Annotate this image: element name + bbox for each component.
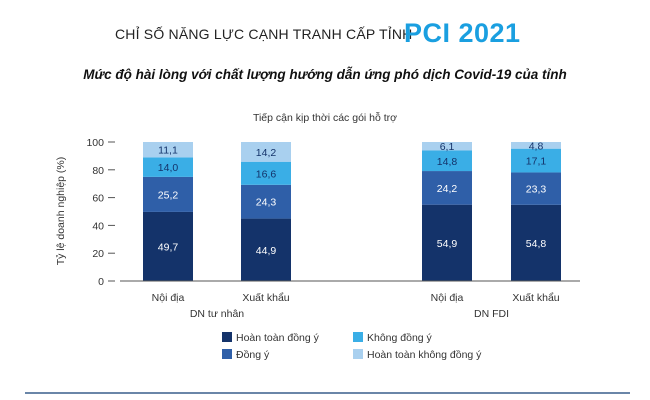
x-tick-label: Nội địa bbox=[152, 292, 185, 304]
legend-label: Hoàn toàn đồng ý bbox=[236, 332, 320, 344]
bar-segment bbox=[143, 176, 193, 212]
group-label: DN tư nhân bbox=[190, 308, 244, 320]
bar-segment bbox=[511, 142, 561, 149]
bar-segment bbox=[241, 218, 291, 281]
data-label: 54,8 bbox=[526, 238, 547, 250]
bar-segment bbox=[422, 171, 472, 205]
data-label: 6,1 bbox=[440, 141, 455, 153]
data-label: 24,3 bbox=[256, 197, 277, 209]
data-label: 49,7 bbox=[158, 241, 179, 253]
data-label: 54,9 bbox=[437, 238, 458, 250]
bar-segment bbox=[422, 142, 472, 151]
legend-swatch bbox=[353, 332, 363, 342]
bar-segment bbox=[511, 148, 561, 173]
bar-segment bbox=[422, 150, 472, 172]
x-tick-label: Xuất khẩu bbox=[242, 292, 289, 304]
data-label: 24,2 bbox=[437, 183, 458, 195]
legend-label: Hoàn toàn không đồng ý bbox=[367, 349, 482, 361]
data-label: 11,1 bbox=[158, 145, 178, 157]
bar-segment bbox=[143, 142, 193, 158]
data-label: 14,0 bbox=[158, 162, 179, 174]
data-label: 17,1 bbox=[526, 156, 547, 168]
legend-label: Đồng ý bbox=[236, 349, 270, 361]
chart-subtitle: Mức độ hài lòng với chất lượng hướng dẫn… bbox=[83, 67, 567, 82]
bar-segment bbox=[422, 204, 472, 281]
bottom-divider bbox=[25, 392, 630, 394]
x-tick-label: Xuất khẩu bbox=[512, 292, 559, 304]
bar-segment bbox=[241, 161, 291, 185]
chart-pre-title: CHỈ SỐ NĂNG LỰC CẠNH TRANH CẤP TỈNH bbox=[115, 26, 413, 42]
legend-swatch bbox=[222, 349, 232, 359]
y-tick-label: 60 bbox=[92, 193, 104, 205]
data-label: 44,9 bbox=[256, 245, 277, 257]
bar-segment bbox=[511, 204, 561, 281]
group-label: DN FDI bbox=[474, 308, 509, 320]
y-tick-label: 80 bbox=[92, 165, 104, 177]
data-label: 25,2 bbox=[158, 189, 179, 201]
bar-segment bbox=[241, 184, 291, 219]
data-label: 23,3 bbox=[526, 184, 547, 196]
bar-segment bbox=[143, 157, 193, 177]
data-label: 14,8 bbox=[437, 156, 458, 168]
brand-title: PCI 2021 bbox=[404, 18, 521, 48]
y-axis-label: Tỷ lệ doanh nghiệp (%) bbox=[55, 157, 67, 266]
data-label: 4,8 bbox=[529, 140, 544, 152]
legend-swatch bbox=[222, 332, 232, 342]
data-label: 14,2 bbox=[256, 147, 277, 159]
data-label: 16,6 bbox=[256, 168, 277, 180]
chart-annotation: Tiếp cận kịp thời các gói hỗ trợ bbox=[253, 111, 397, 124]
x-tick-label: Nội địa bbox=[431, 292, 464, 304]
y-tick-label: 40 bbox=[92, 220, 104, 232]
bar-segment bbox=[241, 142, 291, 162]
legend-swatch bbox=[353, 349, 363, 359]
legend-label: Không đồng ý bbox=[367, 332, 433, 344]
y-tick-label: 0 bbox=[98, 276, 104, 288]
y-tick-label: 100 bbox=[86, 137, 104, 149]
bar-segment bbox=[143, 211, 193, 281]
bar-segment bbox=[511, 172, 561, 205]
y-tick-label: 20 bbox=[92, 248, 104, 260]
